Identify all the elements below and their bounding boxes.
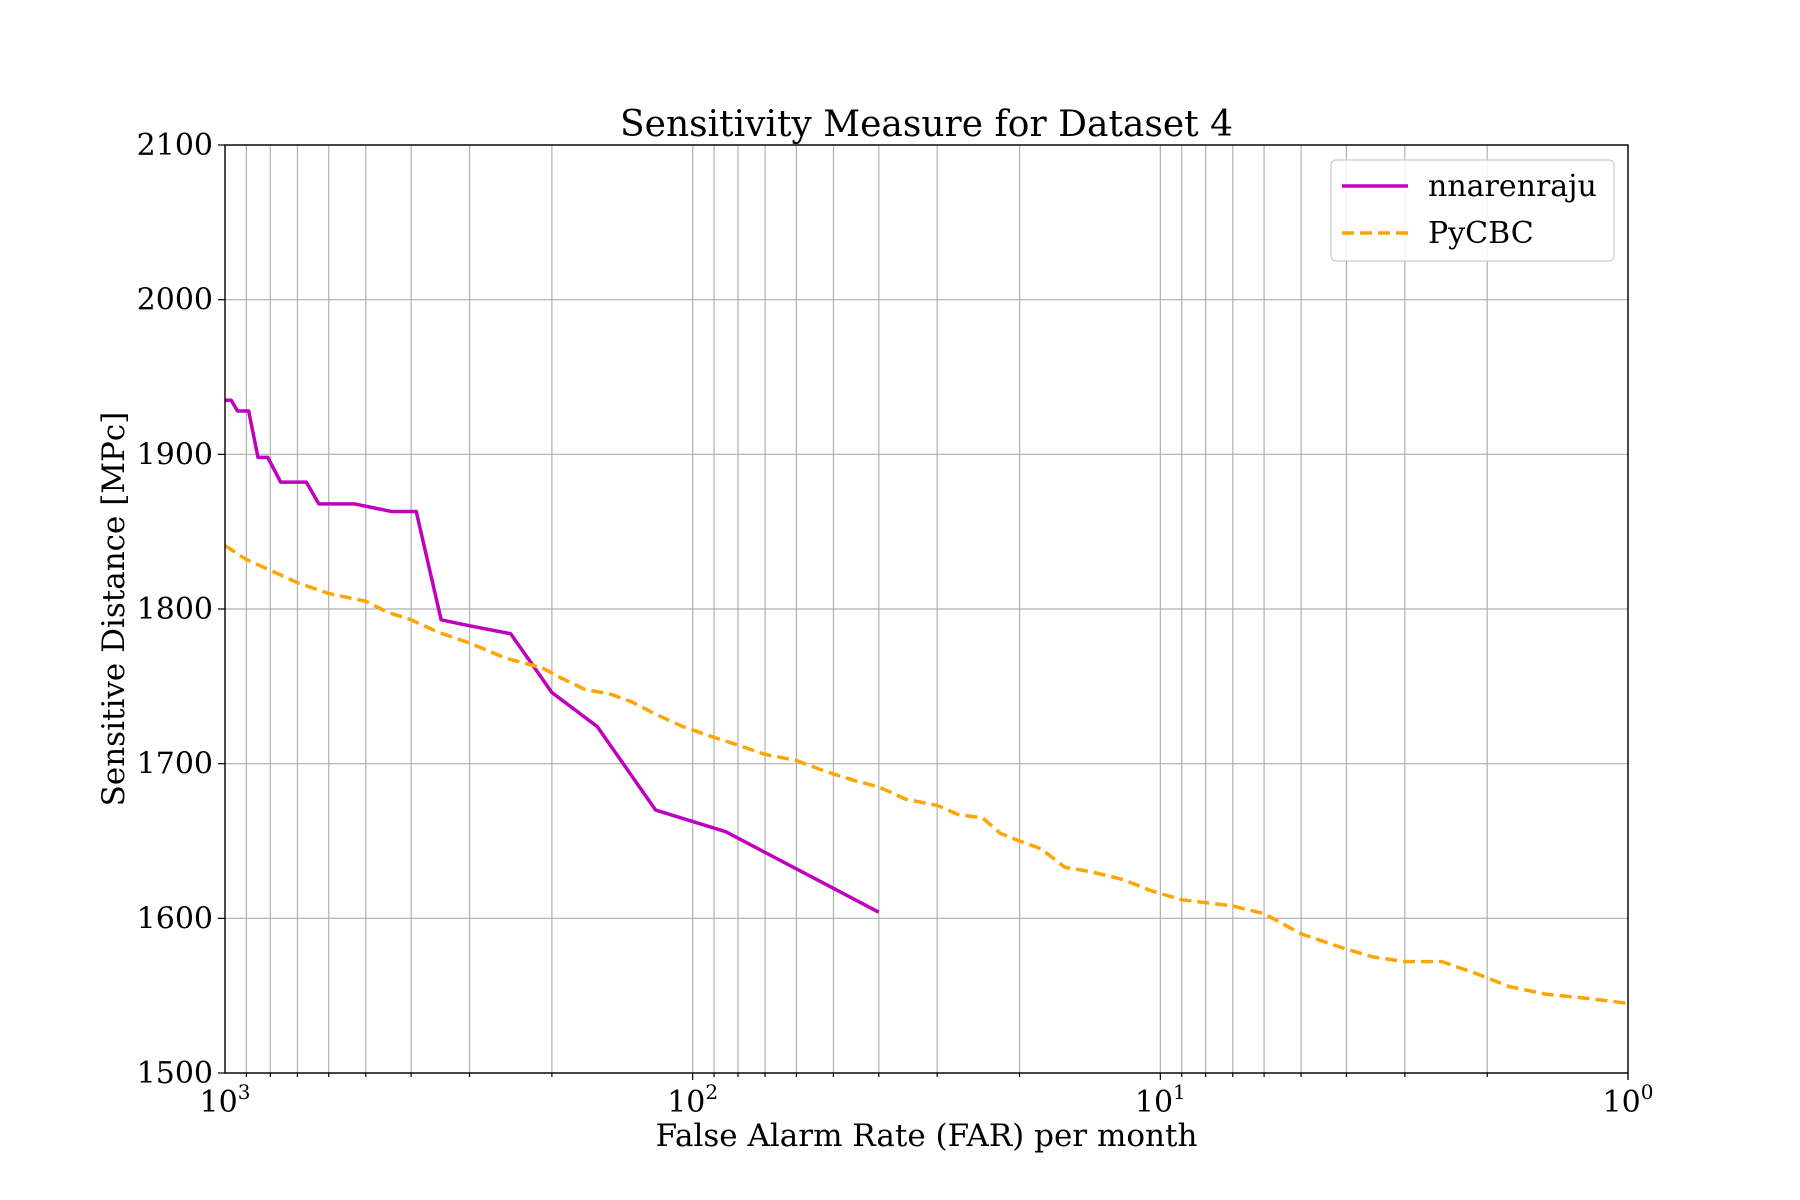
legend-label-nnarenraju: nnarenraju	[1428, 169, 1597, 204]
legend-label-pycbc: PyCBC	[1428, 216, 1534, 251]
y-axis-label: Sensitive Distance [MPc]	[96, 412, 132, 807]
y-tick-label: 1800	[137, 592, 213, 627]
series-line-nnarenraju	[225, 398, 880, 914]
x-tick-label: 102	[667, 1080, 718, 1120]
x-axis-label: False Alarm Rate (FAR) per month	[656, 1118, 1198, 1154]
series-lines	[224, 398, 1629, 1006]
series-line-pycbc	[224, 544, 1629, 1006]
x-tick-label: 100	[1603, 1080, 1654, 1120]
legend: nnarenraju PyCBC	[1330, 159, 1615, 262]
grid	[225, 144, 1629, 1074]
y-tick-label: 2000	[137, 283, 213, 318]
axis-ticks: 1500 1600 1700 1800 1900 2000 2100 103 102 101 100	[137, 128, 1654, 1120]
y-tick-label: 1500	[137, 1056, 213, 1091]
y-tick-label: 2100	[137, 128, 213, 163]
y-tick-label: 1900	[137, 437, 213, 472]
x-tick-label: 101	[1135, 1080, 1186, 1120]
y-tick-label: 1700	[137, 747, 213, 782]
chart-title: Sensitivity Measure for Dataset 4	[620, 104, 1233, 145]
x-tick-label: 103	[200, 1080, 251, 1120]
y-tick-label: 1600	[137, 901, 213, 936]
